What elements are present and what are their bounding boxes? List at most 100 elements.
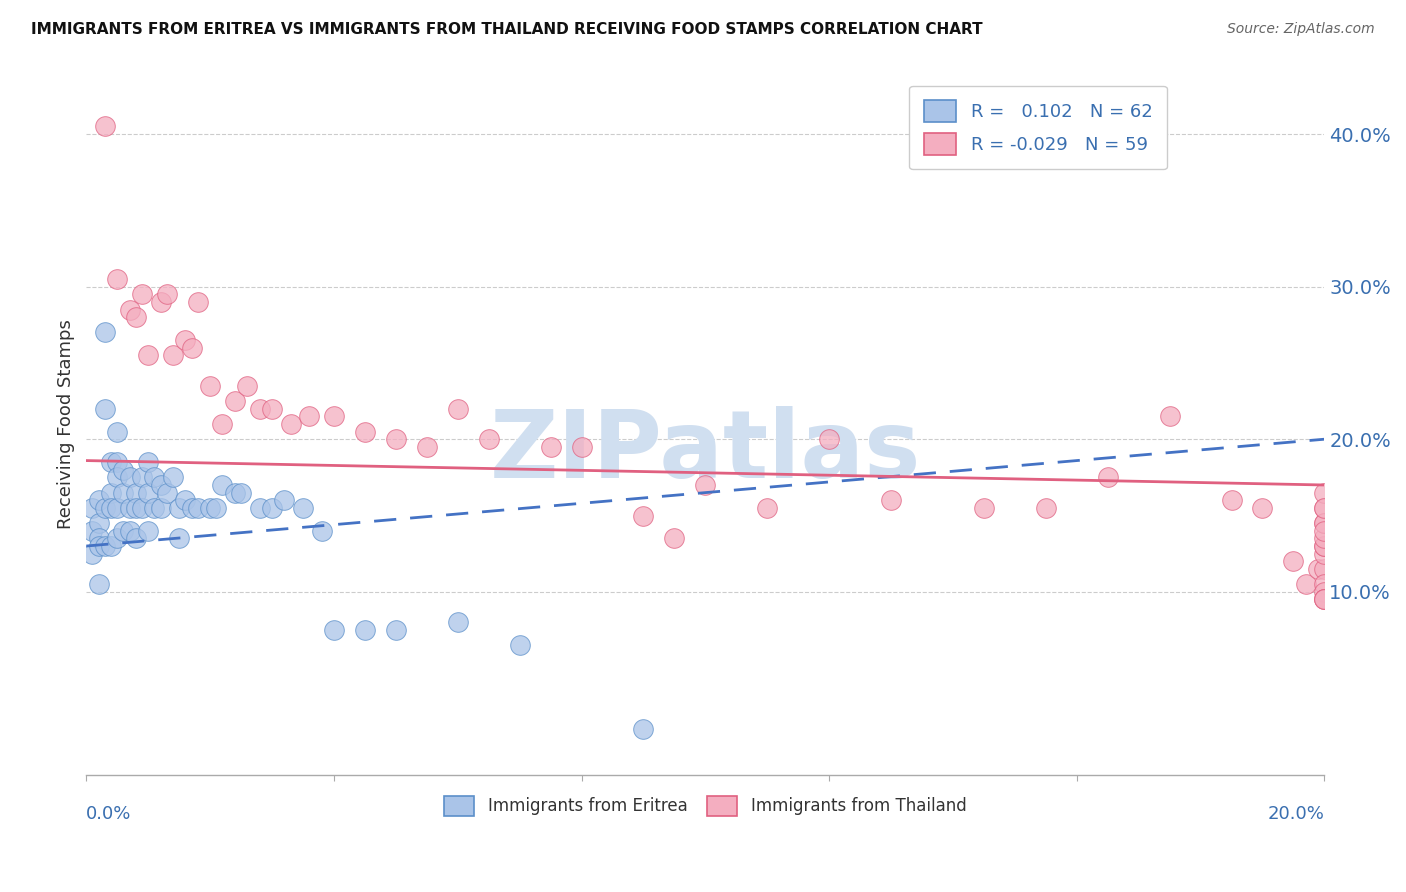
Point [100,539,122,553]
Point [1251,500,1274,515]
Point [1159,409,1181,424]
Point [112,485,135,500]
Point [1313,524,1336,538]
Text: Source: ZipAtlas.com: Source: ZipAtlas.com [1227,22,1375,37]
Point [447,615,470,630]
Point [94,326,117,340]
Point [149,478,172,492]
Point [1313,500,1336,515]
Point [136,455,159,469]
Point [94,401,117,416]
Point [322,623,344,637]
Point [633,722,655,736]
Point [87,516,110,530]
Point [105,425,128,439]
Point [82,524,104,538]
Point [125,485,148,500]
Point [540,440,562,454]
Point [112,524,135,538]
Point [125,532,148,546]
Point [1313,539,1336,553]
Point [1313,562,1336,576]
Point [105,500,128,515]
Point [1035,500,1057,515]
Point [633,508,655,523]
Text: 0.0%: 0.0% [86,805,132,823]
Point [1313,532,1336,546]
Point [94,539,117,553]
Point [187,294,209,309]
Point [1295,577,1317,591]
Point [87,577,110,591]
Point [1313,592,1336,607]
Point [1313,500,1336,515]
Point [973,500,995,515]
Point [156,485,179,500]
Point [125,500,148,515]
Point [143,470,166,484]
Point [131,500,153,515]
Point [187,500,209,515]
Point [695,478,717,492]
Point [322,409,344,424]
Point [118,524,141,538]
Point [1313,592,1336,607]
Point [87,532,110,546]
Point [1313,516,1336,530]
Text: ZIPatlas: ZIPatlas [489,406,921,498]
Point [100,485,122,500]
Point [229,485,252,500]
Point [224,485,246,500]
Point [94,120,117,134]
Point [224,394,246,409]
Point [198,379,221,393]
Point [273,493,295,508]
Point [1097,470,1119,484]
Point [136,485,159,500]
Legend: Immigrants from Eritrea, Immigrants from Thailand: Immigrants from Eritrea, Immigrants from… [437,789,973,822]
Point [1308,562,1330,576]
Point [664,532,686,546]
Point [354,425,377,439]
Point [149,500,172,515]
Point [260,500,283,515]
Point [1313,584,1336,599]
Point [1313,577,1336,591]
Point [280,417,302,431]
Point [416,440,439,454]
Point [249,500,271,515]
Text: 20.0%: 20.0% [1268,805,1324,823]
Point [136,524,159,538]
Point [249,401,271,416]
Point [105,470,128,484]
Point [311,524,333,538]
Point [149,294,172,309]
Point [180,500,202,515]
Point [87,539,110,553]
Point [143,500,166,515]
Point [236,379,259,393]
Point [136,348,159,362]
Point [131,287,153,301]
Point [354,623,377,637]
Point [1313,592,1336,607]
Point [162,470,184,484]
Point [118,302,141,317]
Point [198,500,221,515]
Point [94,500,117,515]
Point [1313,485,1336,500]
Point [291,500,314,515]
Point [1313,547,1336,561]
Point [205,500,228,515]
Y-axis label: Receiving Food Stamps: Receiving Food Stamps [58,319,75,529]
Point [1220,493,1243,508]
Point [112,463,135,477]
Point [818,432,841,446]
Point [756,500,779,515]
Point [105,532,128,546]
Point [105,272,128,286]
Point [100,500,122,515]
Point [211,478,233,492]
Point [880,493,903,508]
Point [82,500,104,515]
